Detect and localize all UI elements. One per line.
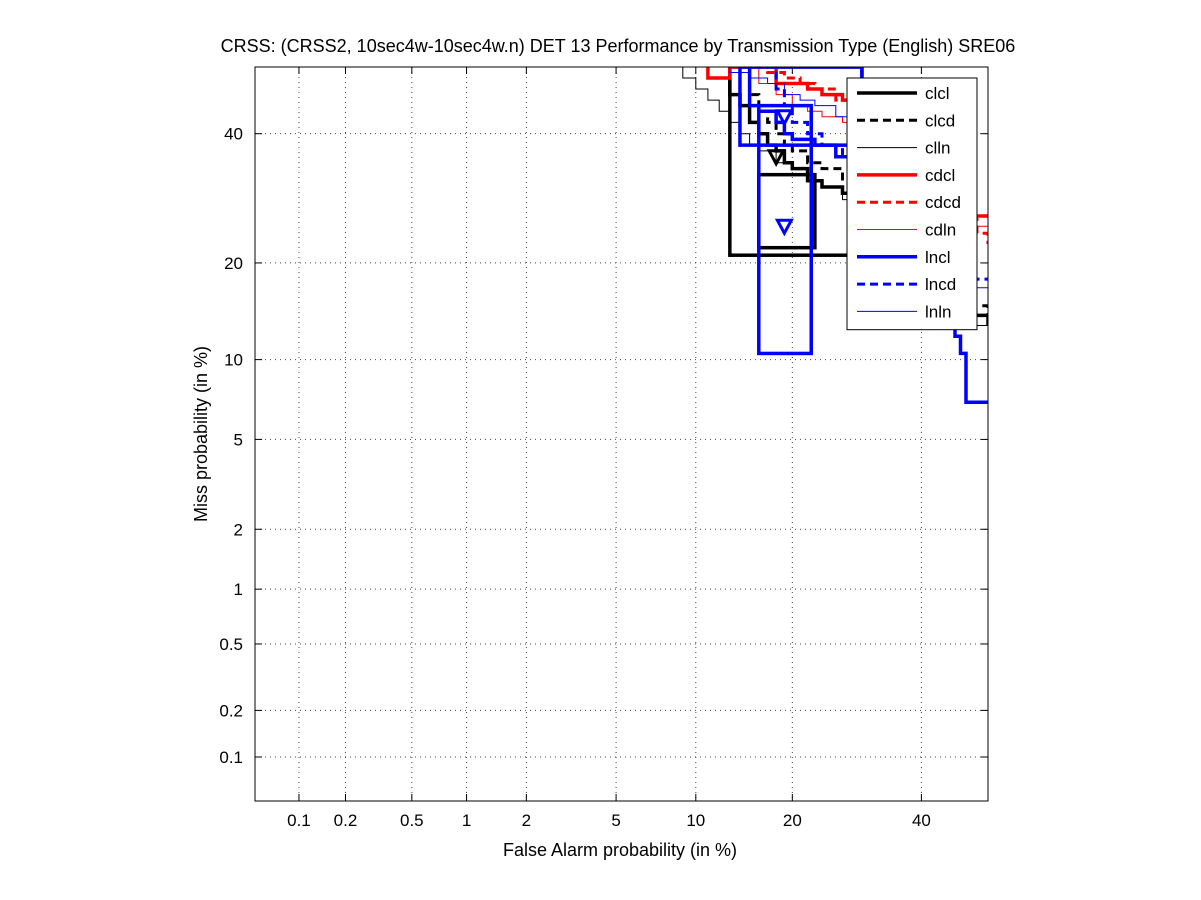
y-axis-label: Miss probability (in %) [191,346,211,522]
x-tick-label: 2 [522,811,531,830]
legend-label-lnln: lnln [925,302,951,321]
legend: clcl clcd clln cdcl cdcd cdln lncl lncd lnln [846,77,978,331]
legend-label-clcl: clcl [925,84,950,103]
x-tick-label: 10 [686,811,705,830]
y-tick-label: 2 [234,520,243,539]
plot-frame [254,66,989,802]
chart-title: CRSS: (CRSS2, 10sec4w-10sec4w.n) DET 13 … [221,36,1016,56]
x-tick-label: 40 [912,811,931,830]
legend-label-lncd: lncd [925,275,956,294]
y-tick-label: 20 [224,254,243,273]
x-tick-label: 20 [783,811,802,830]
operating-point-marker-lncl [774,218,794,237]
y-tick-label: 5 [234,430,243,449]
y-tick-label: 1 [234,580,243,599]
legend-label-clcd: clcd [925,111,955,130]
x-axis-label: False Alarm probability (in %) [503,840,737,860]
y-tick-label: 0.1 [219,748,243,767]
tick-labels: 0.1 0.2 0.5 1 2 5 10 20 40 0.1 0.2 0.5 1 2 5 10 20 40 [219,67,988,830]
legend-label-cdcd: cdcd [925,193,961,212]
legend-label-lncl: lncl [925,248,951,267]
x-tick-label: 1 [462,811,471,830]
y-tick-label: 0.2 [219,701,243,720]
x-tick-label: 0.1 [287,811,311,830]
series-line-lncd [767,67,988,281]
legend-label-cdln: cdln [925,221,956,240]
y-tick-label: 40 [224,125,243,144]
legend-label-clln: clln [925,139,951,158]
y-tick-label: 0.5 [219,635,243,654]
y-tick-label: 10 [224,351,243,370]
x-tick-label: 0.5 [400,811,424,830]
x-tick-label: 5 [611,811,620,830]
legend-label-cdcl: cdcl [925,166,955,185]
operating-point-marker-lncd [774,109,794,127]
x-tick-label: 0.2 [334,811,358,830]
